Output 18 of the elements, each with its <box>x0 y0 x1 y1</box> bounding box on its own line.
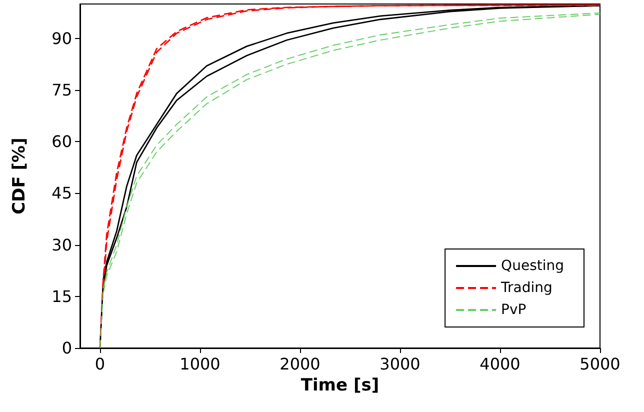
y-tick-label: 30 <box>52 235 72 254</box>
y-tick-label: 15 <box>52 286 72 306</box>
y-tick-label: 75 <box>52 80 72 100</box>
legend-label: Questing <box>501 258 564 274</box>
y-tick-label: 60 <box>52 132 72 152</box>
x-tick-label: 4000 <box>480 354 520 374</box>
legend-label: Trading <box>500 280 552 296</box>
y-tick-label: 90 <box>52 28 72 48</box>
x-axis-title: Time [s] <box>300 375 380 396</box>
y-tick-label: 45 <box>52 184 72 203</box>
x-tick-label: 3000 <box>380 354 420 374</box>
x-tick-label: 0 <box>94 354 106 374</box>
y-tick-label: 0 <box>62 338 72 358</box>
y-axis-title: CDF [%] <box>10 138 30 214</box>
x-tick-label: 1000 <box>180 354 220 374</box>
x-tick-label: 2000 <box>280 354 320 374</box>
x-tick-label: 5000 <box>580 354 620 374</box>
legend-label: PvP <box>501 302 526 318</box>
